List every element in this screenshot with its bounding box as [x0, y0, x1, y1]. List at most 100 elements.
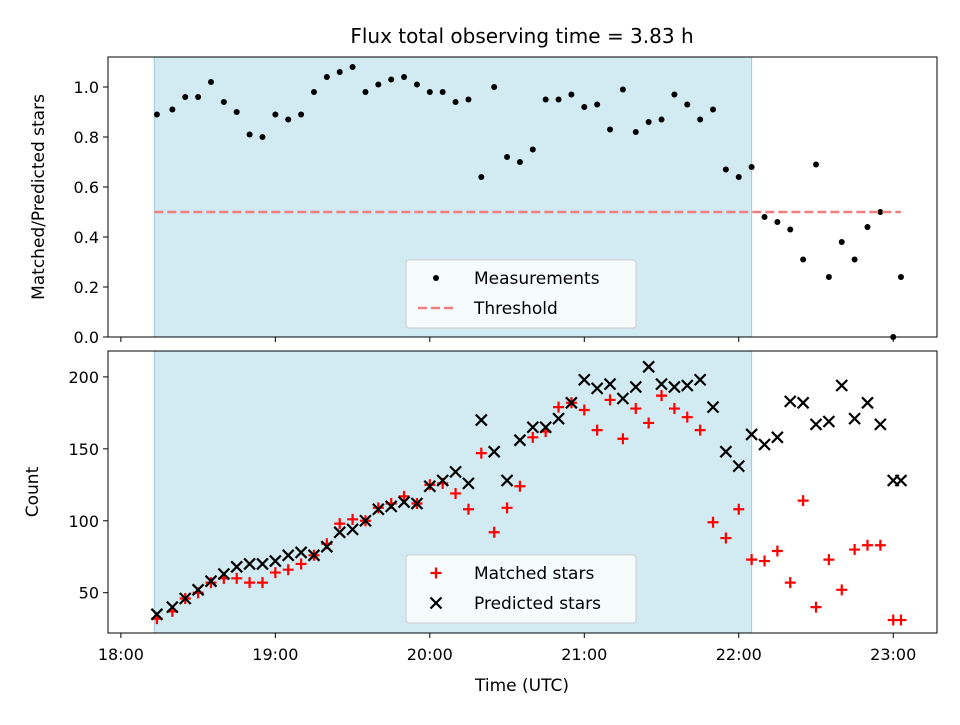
- bottom-data-marks: [150, 360, 908, 626]
- bottom-panel: 18:00 19:00 20:00 21:00 22:00 23:00 50 100 150 20…: [23, 350, 938, 696]
- bot-x-tick-label-0: 18:00: [98, 645, 144, 664]
- predicted-stars-point-47: [758, 438, 771, 451]
- top-panel: 0.0 0.2 0.4 0.6 0.8 1.0 Matched/Predicted sta…: [29, 56, 938, 347]
- predicted-stars-point-39: [655, 377, 668, 391]
- predicted-stars-point-52: [822, 415, 836, 428]
- bot-x-tick-label-2: 20:00: [407, 645, 453, 664]
- measurements-point-32: [568, 91, 575, 98]
- matched-stars-point-49: [784, 577, 796, 589]
- measurements-point-26: [491, 84, 498, 90]
- measurements-point-6: [233, 109, 240, 115]
- measurements-point-22: [439, 89, 446, 95]
- measurements-point-27: [504, 154, 511, 160]
- predicted-stars-point-48: [771, 431, 784, 444]
- measurements-point-54: [851, 256, 858, 263]
- top-axis-ticks: 0.0 0.2 0.4 0.6 0.8 1.0: [74, 78, 894, 347]
- matched-stars-point-7: [244, 577, 256, 589]
- measurements-point-58: [897, 274, 904, 280]
- measurements-point-36: [619, 86, 626, 93]
- measurements-point-48: [774, 219, 781, 225]
- predicted-stars-point-27: [500, 474, 514, 487]
- predicted-stars-point-46: [745, 428, 758, 441]
- predicted-stars-point-7: [243, 557, 256, 571]
- legend-predicted-stars-swatch: [429, 596, 443, 610]
- predicted-stars-point-49: [783, 395, 797, 408]
- legend-measurements-swatch: [433, 275, 439, 281]
- legend-threshold-label: Threshold: [473, 299, 558, 319]
- measurements-point-39: [658, 116, 665, 123]
- predicted-stars-point-26: [487, 445, 501, 458]
- matched-stars-point-51: [810, 601, 822, 613]
- matched-stars-point-28: [514, 480, 526, 492]
- matched-stars-point-23: [450, 487, 462, 499]
- top-y-tick-label-4: 0.8: [74, 128, 99, 147]
- measurements-point-23: [452, 99, 459, 105]
- matched-stars-point-55: [861, 539, 873, 551]
- top-y-tick-label-1: 0.2: [74, 278, 99, 297]
- top-y-axis-label: Matched/Predicted stars: [29, 94, 49, 300]
- predicted-stars-point-16: [359, 514, 372, 528]
- predicted-stars-point-17: [372, 502, 385, 516]
- predicted-stars-point-9: [269, 554, 282, 568]
- predicted-stars-point-13: [320, 540, 334, 553]
- matched-stars-point-24: [462, 503, 474, 515]
- predicted-stars-point-11: [294, 546, 308, 559]
- matched-stars-point-29: [527, 431, 539, 443]
- measurements-point-51: [812, 161, 819, 168]
- measurements-point-45: [735, 174, 742, 180]
- matched-stars-point-14: [334, 518, 346, 530]
- predicted-stars-point-38: [642, 360, 655, 374]
- measurements-point-7: [246, 131, 253, 138]
- measurements-point-41: [684, 101, 691, 108]
- matched-stars-point-45: [733, 503, 745, 515]
- predicted-stars-point-58: [894, 474, 908, 487]
- measurements-point-20: [413, 81, 420, 88]
- predicted-stars-point-56: [874, 418, 887, 431]
- measurements-point-24: [465, 96, 472, 103]
- top-legend-box: [405, 259, 637, 329]
- matched-stars-point-54: [849, 544, 861, 556]
- matched-stars-point-39: [656, 390, 668, 402]
- measurements-point-50: [800, 256, 807, 263]
- measurements-point-8: [259, 134, 266, 140]
- bot-x-tick-label-4: 22:00: [716, 645, 762, 664]
- measurements-point-53: [838, 239, 845, 245]
- predicted-stars-point-2: [178, 592, 192, 605]
- measurements-point-12: [310, 89, 317, 95]
- measurements-point-37: [632, 129, 639, 135]
- top-plot-frame: [107, 56, 938, 338]
- predicted-stars-point-10: [281, 549, 295, 562]
- predicted-stars-point-12: [307, 549, 321, 562]
- predicted-stars-point-43: [706, 400, 720, 414]
- bottom-plot-frame: [107, 350, 938, 634]
- bot-x-tick-label-1: 19:00: [252, 645, 298, 664]
- measurements-point-28: [516, 159, 523, 165]
- measurements-point-3: [195, 94, 202, 100]
- predicted-stars-point-25: [475, 413, 488, 427]
- matched-stars-point-44: [720, 532, 732, 544]
- measurements-point-4: [207, 79, 214, 85]
- measurements-point-46: [748, 164, 755, 170]
- measurements-point-13: [323, 74, 330, 80]
- predicted-stars-point-23: [449, 465, 462, 479]
- predicted-stars-point-42: [693, 373, 707, 387]
- bottom-x-axis-label: Time (UTC): [474, 676, 569, 696]
- measurements-point-17: [375, 81, 382, 88]
- predicted-stars-point-29: [526, 420, 540, 434]
- matched-stars-point-41: [681, 411, 693, 423]
- measurements-point-40: [671, 91, 678, 98]
- measurements-point-30: [542, 96, 549, 103]
- measurements-point-14: [336, 69, 343, 75]
- measurements-point-49: [787, 226, 794, 233]
- top-y-tick-label-3: 0.6: [74, 178, 99, 197]
- matched-stars-point-36: [617, 433, 629, 445]
- matched-stars-point-31: [553, 401, 565, 413]
- matched-stars-point-46: [746, 554, 758, 566]
- measurements-point-19: [401, 74, 408, 80]
- bottom-legend: Matched stars Predicted stars: [405, 554, 637, 624]
- measurements-point-25: [478, 174, 485, 180]
- top-y-tick-label-5: 1.0: [74, 78, 99, 97]
- bot-y-tick-label-2: 150: [68, 440, 99, 459]
- bot-y-tick-label-3: 200: [68, 368, 99, 387]
